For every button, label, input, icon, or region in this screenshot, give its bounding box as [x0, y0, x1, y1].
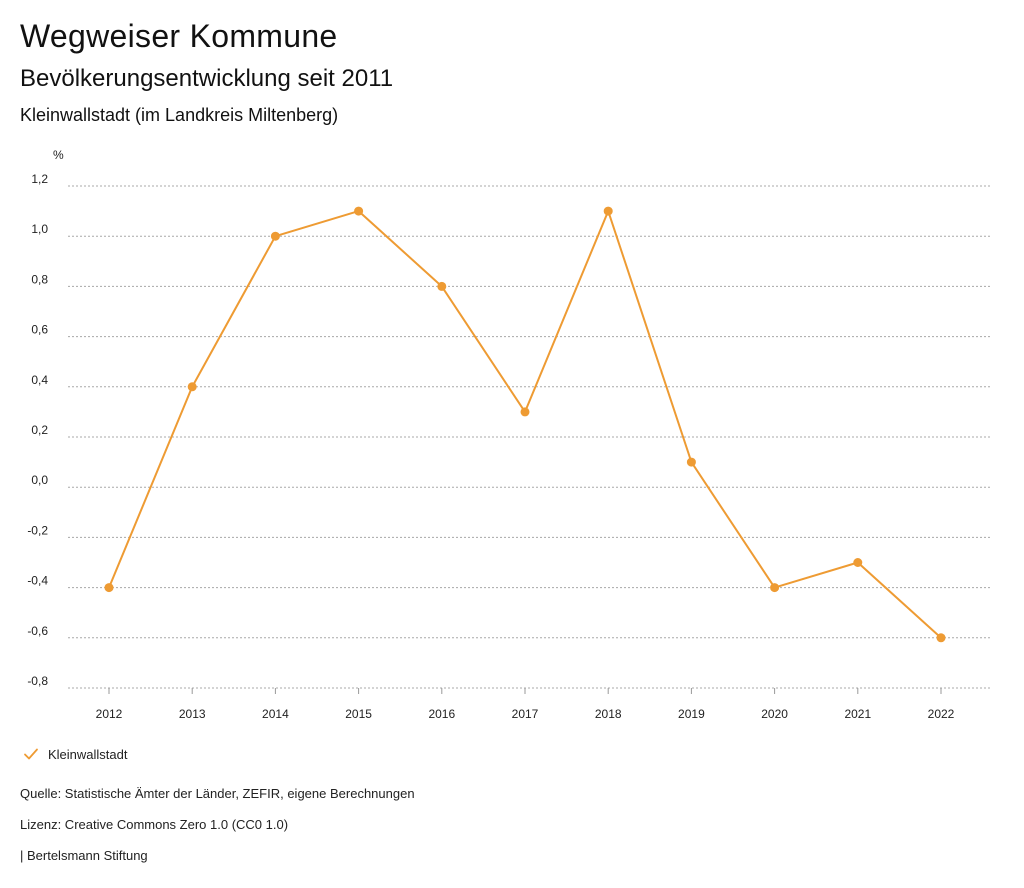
y-axis-unit-label: % [53, 148, 64, 162]
data-point [604, 207, 613, 216]
data-point [271, 232, 280, 241]
x-tick-label: 2017 [512, 707, 539, 721]
data-point [853, 558, 862, 567]
y-tick-label: -0,2 [27, 523, 48, 537]
x-tick-label: 2013 [179, 707, 206, 721]
chart-subtitle: Bevölkerungsentwicklung seit 2011 [20, 63, 393, 95]
y-tick-label: 1,2 [31, 172, 48, 186]
legend-label: Kleinwallstadt [48, 747, 128, 762]
axis-layer: % 1,2 1,0 0,8 0,6 0,4 0,2 0,0 -0,2 -0,4 -0,6 -0,8 20… [27, 148, 954, 721]
y-tick-label: 0,6 [31, 323, 48, 337]
publisher-note: | Bertelsmann Stiftung [20, 847, 148, 865]
legend[interactable]: Kleinwallstadt [22, 744, 128, 764]
data-point [770, 583, 779, 592]
data-point [437, 282, 446, 291]
data-point [354, 207, 363, 216]
series-layer [105, 207, 946, 643]
source-note: Quelle: Statistische Ämter der Länder, Z… [20, 785, 415, 803]
x-tick-label: 2016 [428, 707, 455, 721]
data-point [937, 633, 946, 642]
x-tick-label: 2015 [345, 707, 372, 721]
y-tick-label: -0,8 [27, 674, 48, 688]
line-chart: % 1,2 1,0 0,8 0,6 0,4 0,2 0,0 -0,2 -0,4 -0,6 -0,8 20… [0, 140, 1024, 730]
x-tick-label: 2022 [928, 707, 955, 721]
y-tick-label: 0,0 [31, 473, 48, 487]
data-point [188, 382, 197, 391]
page-title: Wegweiser Kommune [20, 16, 338, 56]
x-tick-label: 2018 [595, 707, 622, 721]
series-line [109, 211, 941, 638]
x-tick-label: 2014 [262, 707, 289, 721]
x-tick-label: 2021 [844, 707, 871, 721]
x-tick-label: 2020 [761, 707, 788, 721]
y-tick-label: -0,4 [27, 574, 48, 588]
license-note: Lizenz: Creative Commons Zero 1.0 (CC0 1… [20, 816, 288, 834]
y-tick-label: -0,6 [27, 624, 48, 638]
y-tick-label: 0,4 [31, 373, 48, 387]
region-label: Kleinwallstadt (im Landkreis Miltenberg) [20, 103, 338, 127]
data-point [687, 458, 696, 467]
check-icon[interactable] [22, 745, 40, 763]
data-point [521, 407, 530, 416]
y-tick-label: 0,2 [31, 423, 48, 437]
y-tick-label: 1,0 [31, 222, 48, 236]
x-tick-label: 2012 [96, 707, 123, 721]
y-tick-label: 0,8 [31, 272, 48, 286]
data-point [105, 583, 114, 592]
grid-layer [68, 186, 990, 688]
x-tick-label: 2019 [678, 707, 705, 721]
